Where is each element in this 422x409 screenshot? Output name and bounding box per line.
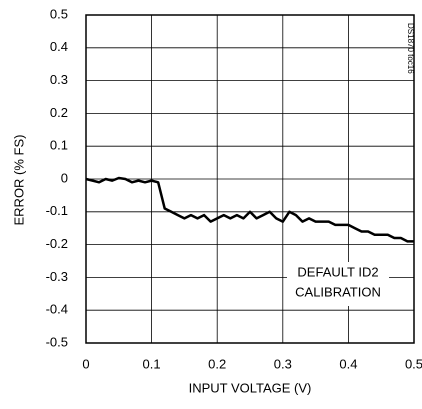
y-tick-label: -0.2	[46, 236, 68, 251]
y-tick-label: 0.1	[50, 138, 68, 153]
x-axis-label: INPUT VOLTAGE (V)	[189, 380, 312, 395]
x-tick-label: 0.5	[405, 356, 422, 371]
x-tick-label: 0.1	[143, 356, 161, 371]
x-tick-label: 0.2	[208, 356, 226, 371]
y-tick-label: -0.1	[46, 203, 68, 218]
x-tick-label: 0.4	[339, 356, 357, 371]
x-tick-label: 0	[82, 356, 89, 371]
y-tick-label: -0.4	[46, 302, 68, 317]
data-line	[85, 176, 414, 243]
y-tick-label: -0.3	[46, 269, 68, 284]
annotation-box	[287, 262, 389, 306]
y-tick-label: 0	[61, 170, 68, 185]
annotation: CALIBRATION	[295, 284, 381, 299]
y-tick-label: 0.5	[50, 6, 68, 21]
y-axis-label: ERROR (% FS)	[11, 135, 26, 226]
x-tick-label: 0.3	[274, 356, 292, 371]
y-tick-label: 0.2	[50, 105, 68, 120]
y-tick-label: -0.5	[46, 334, 68, 349]
figure-id: DS1870 toc16	[406, 23, 415, 74]
y-tick-label: 0.4	[50, 39, 68, 54]
annotation: DEFAULT ID2	[297, 264, 378, 279]
y-tick-label: 0.3	[50, 72, 68, 87]
